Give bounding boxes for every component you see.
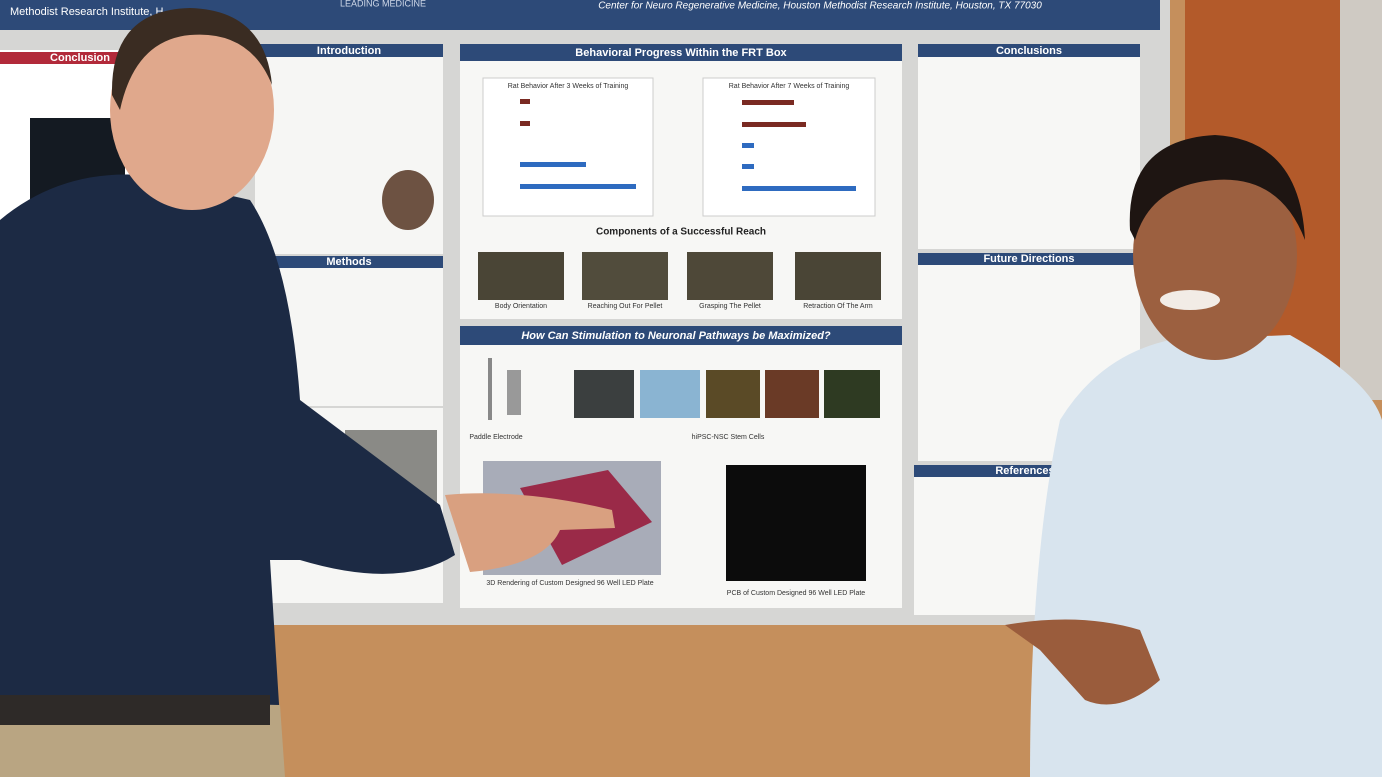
institute: Methodist Research Institute, H	[10, 6, 164, 18]
section-title: How Can Stimulation to Neuronal Pathways…	[521, 330, 831, 342]
caption: 3D Rendering of Custom Designed 96 Well …	[486, 580, 653, 587]
bar-shape	[520, 162, 586, 167]
chart-image	[702, 77, 876, 217]
caption: Paddle Electrode	[469, 434, 522, 441]
rat-image	[382, 170, 434, 230]
bar-shape	[520, 99, 530, 104]
bar-shape	[742, 122, 806, 127]
section-bar	[918, 253, 1140, 265]
image	[824, 370, 880, 418]
electrode-image	[507, 370, 521, 415]
shirt	[1030, 335, 1382, 777]
section-title: Future Directions	[983, 253, 1074, 265]
bar-shape	[520, 121, 530, 126]
pcb-image	[726, 465, 866, 581]
caption: Body Orientation	[495, 303, 547, 310]
caption: PCB of Custom Designed 96 Well LED Plate	[727, 590, 865, 597]
section-title: References	[995, 465, 1054, 477]
bar-shape	[742, 143, 754, 148]
section-title: Conclusion	[50, 52, 110, 64]
section-title: Conclusions	[996, 45, 1062, 57]
caption: Grasping The Pellet	[699, 303, 761, 310]
reach-images	[478, 252, 881, 300]
chart-image	[482, 77, 654, 217]
person-left	[0, 8, 615, 777]
image	[582, 252, 668, 300]
center-name: Center for Neuro Regenerative Medicine, …	[598, 1, 1042, 12]
image	[640, 370, 700, 418]
hair	[1129, 135, 1305, 240]
section-title: Methods	[326, 256, 371, 268]
bar-shape	[742, 100, 794, 105]
tagline: LEADING MEDICINE	[340, 0, 426, 8]
image	[765, 370, 819, 418]
electrode-image	[488, 358, 492, 420]
caption: Reaching Out For Pellet	[588, 303, 663, 310]
chart-title: Rat Behavior After 7 Weeks of Training	[729, 83, 850, 90]
section-title: Behavioral Progress Within the FRT Box	[575, 47, 787, 59]
section-bar	[0, 52, 130, 64]
section-bar	[460, 326, 902, 345]
section-bar	[255, 256, 443, 268]
shirt	[0, 174, 455, 720]
image	[478, 252, 564, 300]
caption: hiPSC-NSC Stem Cells	[692, 434, 765, 441]
section-bar	[918, 44, 1140, 57]
bar-shape	[742, 164, 754, 169]
image	[795, 252, 881, 300]
face	[110, 10, 274, 210]
caption: Retraction Of The Arm	[803, 303, 873, 310]
bar-shape	[520, 184, 636, 189]
smile	[1160, 290, 1220, 310]
belt	[0, 695, 270, 725]
section-title: Introduction	[317, 45, 381, 57]
person-right	[1005, 135, 1382, 777]
section-bar	[255, 44, 443, 57]
hand	[445, 493, 615, 572]
image	[574, 370, 634, 418]
section-bar	[460, 44, 902, 61]
panel	[918, 44, 1140, 249]
frame	[1340, 0, 1382, 400]
image	[706, 370, 760, 418]
chart-title: Rat Behavior After 3 Weeks of Training	[508, 83, 629, 90]
bar-shape	[742, 186, 856, 191]
hand	[1005, 619, 1160, 705]
subtitle: Components of a Successful Reach	[596, 227, 766, 238]
hair	[111, 8, 272, 110]
image	[687, 252, 773, 300]
